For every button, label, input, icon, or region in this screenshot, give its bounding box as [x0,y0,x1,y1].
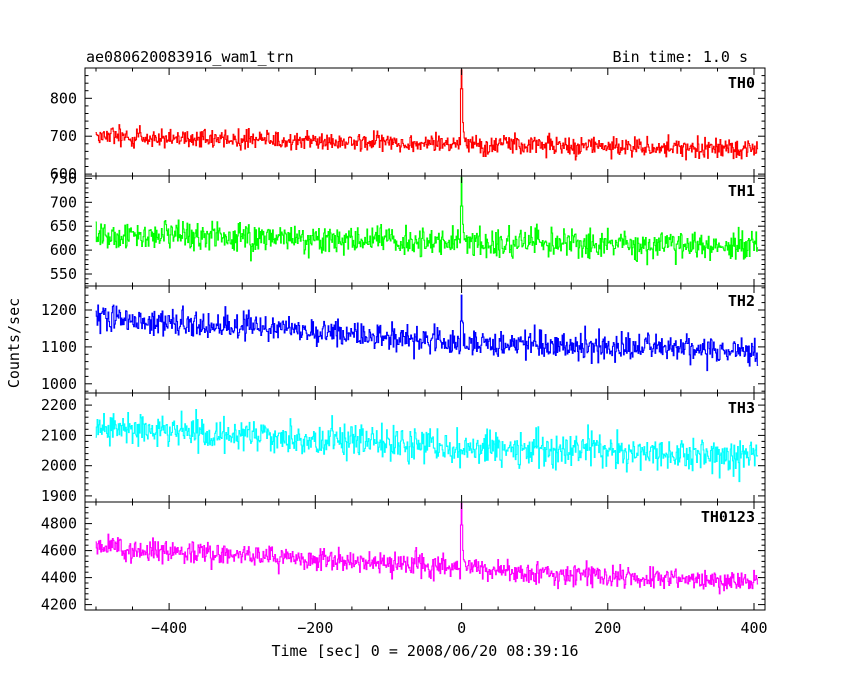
y-tick-label: 550 [50,265,77,283]
panel-th0123: 4200 4400 4600 4800 TH0123 [41,501,766,614]
x-tick-label: −200 [297,619,333,637]
panel-frame [84,175,766,287]
y-tick-label: 600 [50,241,77,259]
y-tick-label: 1900 [41,487,77,505]
y-tick-label: 2000 [41,457,77,475]
x-axis-label: Time [sec] 0 = 2008/06/20 08:39:16 [271,642,578,660]
chart-subtitle: Bin time: 1.0 s [613,48,748,66]
x-tick-label: 0 [457,619,466,637]
series-line-th3 [95,408,759,483]
y-tick-label: 4200 [41,596,77,614]
series-line-th0 [95,69,759,161]
y-tick-label: 1200 [41,301,77,319]
y-tick-label: 650 [50,217,77,235]
panel-th2: 1000 1100 1200 TH2 [41,285,766,394]
series-line-th1 [95,176,759,266]
panel-frame [84,67,766,177]
y-tick-label: 4600 [41,542,77,560]
series-line-th0123 [95,502,759,595]
panel-label-th0: TH0 [728,74,755,92]
y-tick-label: 700 [50,193,77,211]
panel-label-th1: TH1 [728,182,755,200]
y-tick-label: 4400 [41,569,77,587]
x-tick-label: −400 [151,619,187,637]
y-axis-label: Counts/sec [5,298,23,388]
panel-th0: 600 700 800 TH0 [50,67,766,183]
y-tick-label: 700 [50,127,77,145]
panel-th3: 1900 2000 2100 2200 TH3 [41,392,766,505]
x-tick-label: 400 [740,619,767,637]
y-tick-label: 1000 [41,375,77,393]
y-tick-label: 2200 [41,396,77,414]
panel-th1: 550 600 650 700 750 TH1 [50,169,766,287]
y-tick-label: 750 [50,169,77,187]
series-line-th2 [95,294,759,372]
panel-label-th2: TH2 [728,292,755,310]
y-tick-label: 2100 [41,426,77,444]
y-tick-label: 600 [50,165,77,183]
x-tick-label: 200 [594,619,621,637]
y-tick-label: 4800 [41,515,77,533]
panel-label-th0123: TH0123 [701,508,755,526]
y-tick-label: 1100 [41,338,77,356]
chart-title: ae080620083916_wam1_trn [86,48,294,66]
y-tick-label: 800 [50,89,77,107]
panel-label-th3: TH3 [728,399,755,417]
